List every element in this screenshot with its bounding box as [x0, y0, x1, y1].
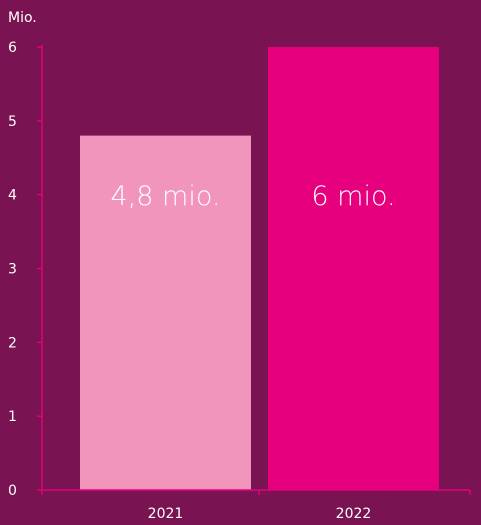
bars-group: [80, 47, 439, 490]
data-label-2022: 6 mio.: [311, 181, 395, 212]
bar-2022: [268, 47, 439, 490]
data-labels-group: 4,8 mio. 6 mio.: [111, 181, 396, 212]
bar-2021: [80, 135, 251, 490]
y-tick-label: 0: [8, 483, 17, 499]
y-tick-label: 1: [8, 409, 17, 425]
y-tick-label: 4: [8, 188, 17, 204]
y-tick-label: 6: [8, 40, 17, 56]
axes-group: [37, 45, 471, 495]
x-tick-label: 2022: [336, 506, 372, 522]
data-label-2021: 4,8 mio.: [111, 181, 221, 212]
x-tick-label: 2021: [148, 506, 184, 522]
y-tick-label: 2: [8, 335, 17, 351]
y-axis-unit-label: Mio.: [8, 10, 37, 26]
x-axis-ticks: 2021 2022: [148, 506, 372, 522]
y-axis-ticks: 0 1 2 3 4 5 6: [8, 40, 17, 499]
y-tick-label: 3: [8, 262, 17, 278]
y-tick-label: 5: [8, 114, 17, 130]
